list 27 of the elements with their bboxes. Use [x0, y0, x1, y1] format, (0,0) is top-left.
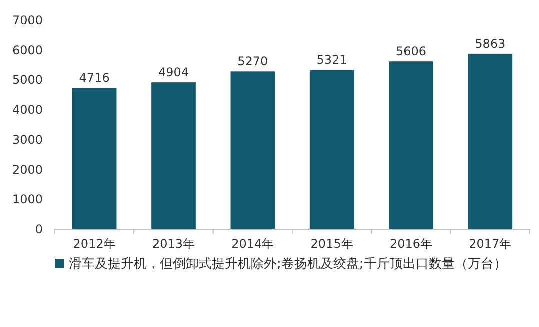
x-tick-label: 2013年 [152, 237, 196, 251]
x-tick-label: 2014年 [232, 237, 274, 251]
bar [310, 70, 354, 229]
y-tick-label: 0 [35, 222, 43, 236]
x-tick-label: 2016年 [390, 237, 433, 251]
bar [230, 72, 276, 229]
x-tick-label: 2012年 [73, 237, 116, 251]
x-tick-label: 2017年 [469, 237, 512, 251]
data-label: 4716 [79, 71, 110, 86]
bar [389, 62, 434, 229]
bar [72, 88, 117, 229]
data-label: 5606 [396, 44, 427, 59]
y-tick-label: 6000 [12, 43, 43, 58]
y-tick-label: 2000 [12, 162, 43, 177]
x-tick-label: 2015年 [310, 237, 354, 251]
y-tick-label: 4000 [12, 103, 43, 118]
data-label: 4904 [158, 66, 190, 80]
data-label: 5321 [316, 53, 348, 68]
y-tick-label: 5000 [12, 73, 43, 88]
data-label: 5863 [475, 36, 506, 51]
y-tick-label: 7000 [12, 14, 43, 28]
legend: 滑车及提升机，但倒卸式提升机除外;卷扬机及绞盘;千斤顶出口数量（万台） [55, 257, 507, 272]
y-tick-label: 3000 [12, 132, 43, 147]
bar [152, 82, 196, 229]
y-tick-label: 1000 [12, 192, 43, 207]
bar [468, 54, 513, 229]
data-label: 5270 [238, 54, 268, 69]
